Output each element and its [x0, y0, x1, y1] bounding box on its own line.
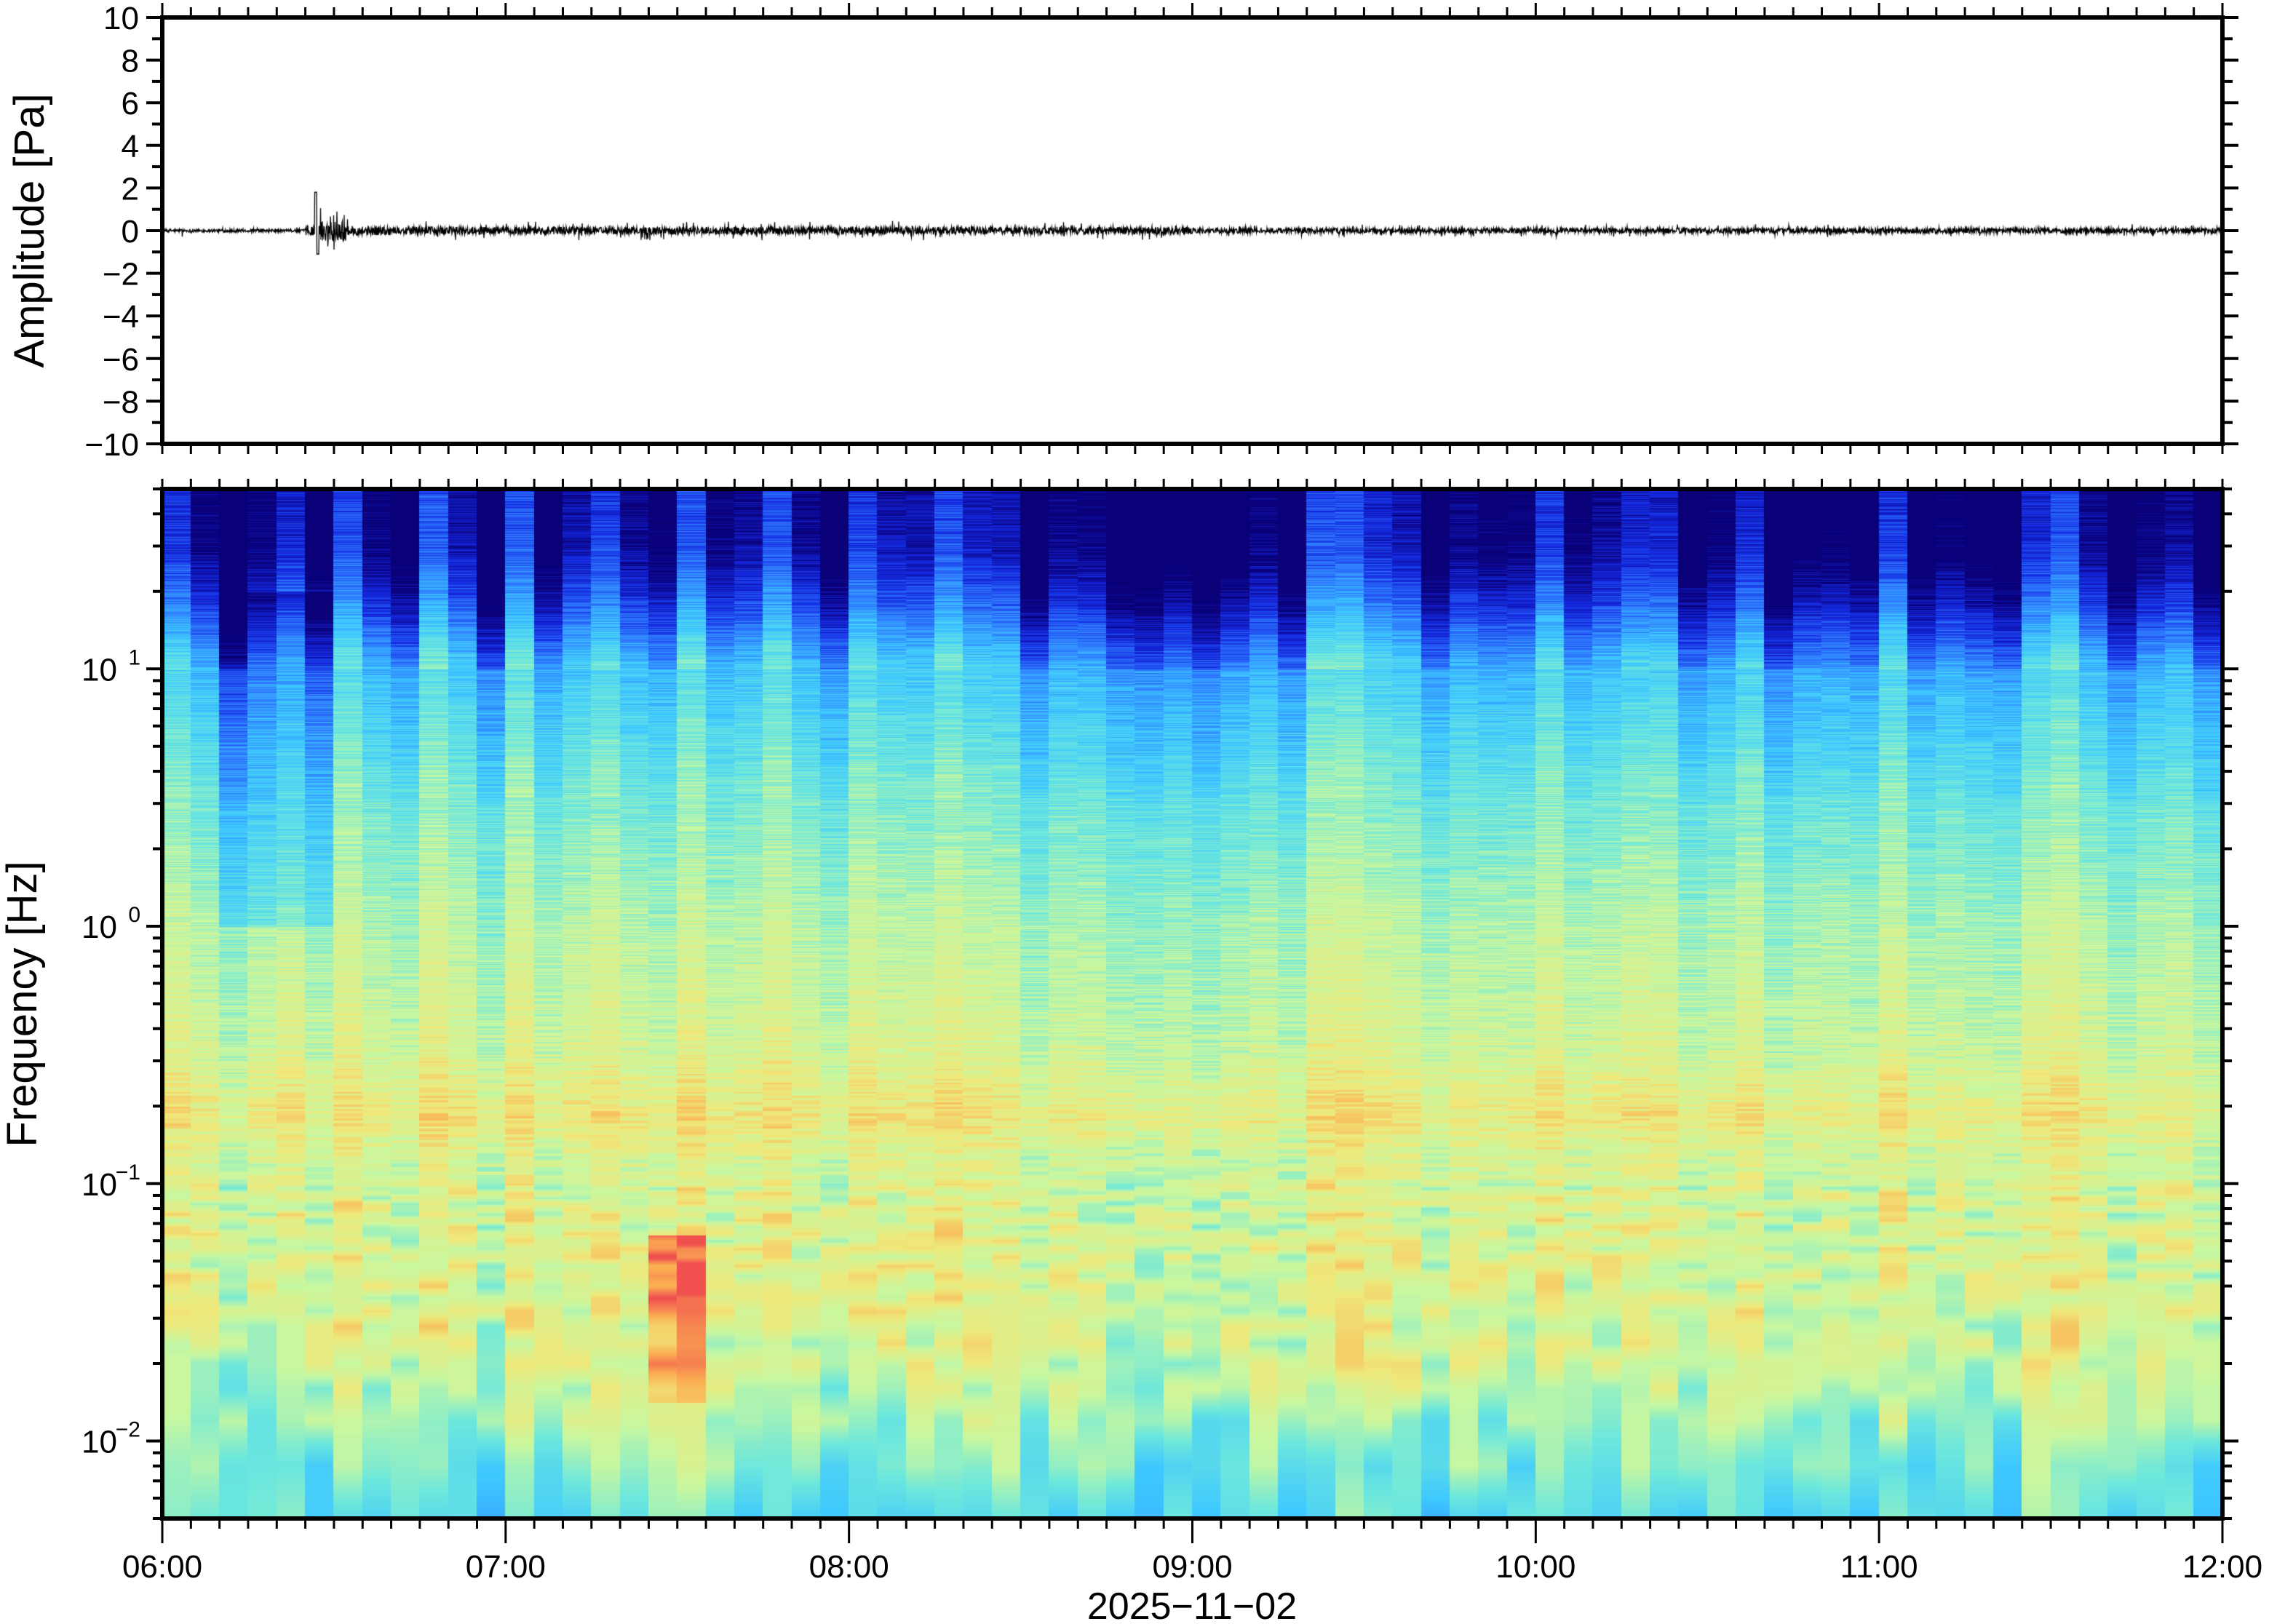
time-tick-label: 12:00	[2182, 1549, 2262, 1585]
amplitude-tick-label: 0	[122, 214, 139, 250]
amplitude-tick-label: 10	[103, 1, 139, 36]
frequency-tick-exponent: 0	[128, 903, 140, 927]
time-tick-label: 10:00	[1495, 1549, 1575, 1585]
tick-marks	[146, 3, 2238, 1543]
amplitude-tick-label: 8	[122, 44, 139, 79]
amplitude-tick-label: −10	[84, 427, 139, 463]
amplitude-tick-label: 6	[122, 86, 139, 122]
frequency-tick-label: 10	[82, 652, 117, 688]
spectrogram-plot-frame	[160, 487, 2225, 1521]
time-tick-label: 09:00	[1152, 1549, 1232, 1585]
frequency-axis-title: Frequency [Hz]	[0, 861, 46, 1147]
amplitude-tick-label: 4	[122, 129, 139, 164]
time-tick-label: 08:00	[809, 1549, 889, 1585]
amplitude-tick-label: −4	[103, 299, 139, 335]
amplitude-plot-frame	[160, 15, 2225, 446]
time-tick-label: 07:00	[466, 1549, 546, 1585]
frequency-tick-exponent: 1	[128, 645, 140, 669]
frequency-tick-exponent: −2	[116, 1418, 140, 1442]
time-tick-label: 11:00	[1840, 1549, 1918, 1585]
frequency-tick-label: 10	[82, 909, 117, 945]
frequency-tick-label: 10	[82, 1425, 117, 1460]
date-axis-title: 2025−11−02	[1087, 1585, 1297, 1624]
amplitude-tick-label: −6	[103, 342, 139, 378]
frequency-tick-exponent: −1	[116, 1161, 140, 1185]
amplitude-tick-label: −2	[103, 257, 139, 292]
amplitude-tick-label: 2	[122, 171, 139, 207]
frequency-tick-label: 10	[82, 1167, 117, 1203]
waveform-trace	[162, 17, 2222, 444]
time-tick-label: 06:00	[122, 1549, 202, 1585]
amplitude-axis-title: Amplitude [Pa]	[6, 93, 53, 367]
amplitude-tick-label: −8	[103, 384, 139, 420]
spectrogram-heatmap	[162, 489, 2222, 1518]
